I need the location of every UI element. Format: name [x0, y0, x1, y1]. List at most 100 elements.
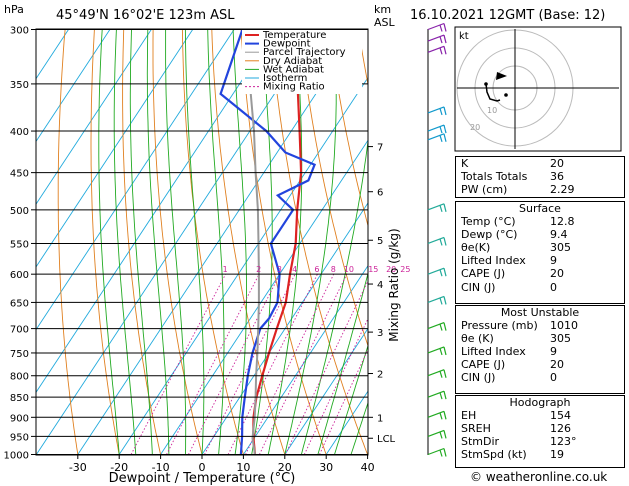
- legend-bg: [242, 30, 362, 94]
- x-tick-label: 30: [319, 461, 333, 474]
- pressure-tick-label: 300: [10, 26, 29, 37]
- pressure-tick-label: 750: [10, 349, 29, 360]
- index-label: K: [461, 157, 469, 170]
- wind-barb: [427, 34, 445, 42]
- hodograph-title: Hodograph: [509, 396, 571, 409]
- dry-adiabat-line: [90, 29, 120, 455]
- isotherm-line: [243, 264, 368, 455]
- wind-barb-flag: [439, 205, 443, 212]
- surface-title: Surface: [519, 202, 561, 215]
- km-unit-label: km: [374, 3, 392, 16]
- wind-barb: [427, 346, 445, 354]
- wind-barb: [427, 295, 445, 303]
- hpa-unit-label: hPa: [4, 3, 24, 16]
- hodograph-point: [484, 82, 488, 86]
- pressure-tick-label: 900: [10, 413, 29, 424]
- x-tick-label: -20: [110, 461, 128, 474]
- mu-label: CIN (J): [461, 371, 496, 385]
- mixing-ratio-value-label: 6: [314, 265, 319, 274]
- legend-entry: Dry Adiabat: [263, 56, 322, 67]
- legend-entry: Wet Adiabat: [263, 64, 324, 75]
- hodograph-unit-label: kt: [459, 31, 469, 42]
- mixing-ratio-line: [166, 273, 260, 455]
- surface-value: 9.4: [550, 228, 568, 242]
- wind-barb-flag: [439, 348, 443, 356]
- wind-barb-flag: [439, 412, 443, 420]
- dry-adiabat-line: [152, 29, 203, 455]
- hodograph-table: Hodograph EH 154 SREH 126 StmDir 123° StmSp…: [455, 395, 625, 468]
- mu-value: 1010: [550, 319, 578, 333]
- mixing-ratio-value-label: 10: [344, 265, 354, 274]
- hodo-value: 19: [550, 448, 564, 462]
- wind-barb: [427, 410, 445, 418]
- wind-barb-flag: [443, 106, 447, 116]
- legend-entry: Mixing Ratio: [263, 82, 325, 93]
- pressure-tick-label: 950: [10, 432, 29, 443]
- mixing-ratio-axis-label: Mixing Ratio (g/kg): [387, 228, 401, 341]
- surface-value: 305: [550, 241, 571, 255]
- wet-adiabat-line: [334, 344, 368, 455]
- wind-barb-flag: [443, 430, 447, 439]
- wind-barb-flag: [443, 411, 447, 420]
- wind-barb-flag: [443, 133, 447, 142]
- index-value: 36: [550, 170, 564, 184]
- surface-label: Dewp (°C): [461, 228, 518, 242]
- wind-barb-flag: [439, 392, 443, 400]
- most-unstable-table: Most Unstable Pressure (mb) 1010 θe (K) 30…: [455, 305, 625, 394]
- wind-barb-flag: [439, 297, 443, 305]
- hodo-label: StmDir: [461, 435, 500, 449]
- wind-barb: [427, 133, 445, 141]
- wind-barb: [427, 106, 445, 114]
- datetime-label: 16.10.2021 12GMT (Base: 12): [410, 8, 606, 23]
- location-label: 45°49'N 16°02'E 123m ASL: [56, 8, 235, 23]
- wind-barb: [427, 267, 445, 275]
- x-tick-label: 0: [199, 461, 206, 474]
- mixing-ratio-value-label: 3: [277, 265, 282, 274]
- index-label: Totals Totals: [461, 170, 528, 184]
- pressure-tick-label: 650: [10, 298, 29, 309]
- surface-value: 20: [550, 267, 564, 281]
- x-axis-label: Dewpoint / Temperature (°C): [109, 471, 296, 486]
- mixing-ratio-line: [284, 279, 368, 455]
- wet-adiabat-line: [129, 29, 153, 455]
- hodo-value: 126: [550, 422, 571, 436]
- pressure-tick-label: 550: [10, 239, 29, 250]
- wind-barb-flag: [439, 449, 443, 457]
- isotherm-line: [160, 139, 368, 455]
- mu-value: 305: [550, 332, 571, 346]
- hodograph-frame: [454, 26, 622, 152]
- mixing-ratio-value-label: 15: [368, 265, 378, 274]
- hodograph-ring-label: 20: [470, 123, 480, 132]
- pressure-tick-label: 850: [10, 393, 29, 404]
- wind-barb-flag: [443, 322, 447, 331]
- isotherm-line: [201, 202, 368, 455]
- mixing-ratio-value-label: 4: [292, 265, 297, 274]
- isotherm-line: [36, 29, 235, 331]
- isotherm-line: [36, 29, 318, 455]
- mixing-ratio-value-label: 1: [223, 265, 228, 274]
- x-tick-label: 20: [278, 461, 292, 474]
- surface-label: Temp (°C): [461, 215, 516, 229]
- wind-barb-flag: [443, 124, 447, 134]
- isotherm-line: [36, 29, 111, 143]
- wind-barb: [427, 22, 445, 31]
- pressure-tick-label: 350: [10, 80, 29, 91]
- legend-entry: Temperature: [262, 30, 326, 41]
- wind-barb-flag: [439, 47, 443, 55]
- surface-label: θe(K): [461, 241, 491, 255]
- km-tick-label: 7: [377, 143, 383, 154]
- wind-barb: [427, 124, 445, 132]
- wind-barb-flag: [443, 34, 447, 44]
- pressure-tick-label: 400: [10, 127, 29, 138]
- mu-label: Pressure (mb): [461, 319, 538, 333]
- hodo-value: 123°: [550, 435, 577, 449]
- copyright-footer[interactable]: © weatheronline.co.uk: [470, 470, 608, 484]
- wind-barb: [427, 236, 445, 245]
- isotherm-line: [77, 29, 359, 455]
- wind-barb-flag: [439, 323, 443, 331]
- x-tick-label: -30: [69, 461, 87, 474]
- wind-barb-flag: [443, 448, 447, 457]
- indices-table: K 20 Totals Totals 36 PW (cm) 2.29: [455, 156, 625, 198]
- mixing-ratio-value-label: 8: [331, 265, 336, 274]
